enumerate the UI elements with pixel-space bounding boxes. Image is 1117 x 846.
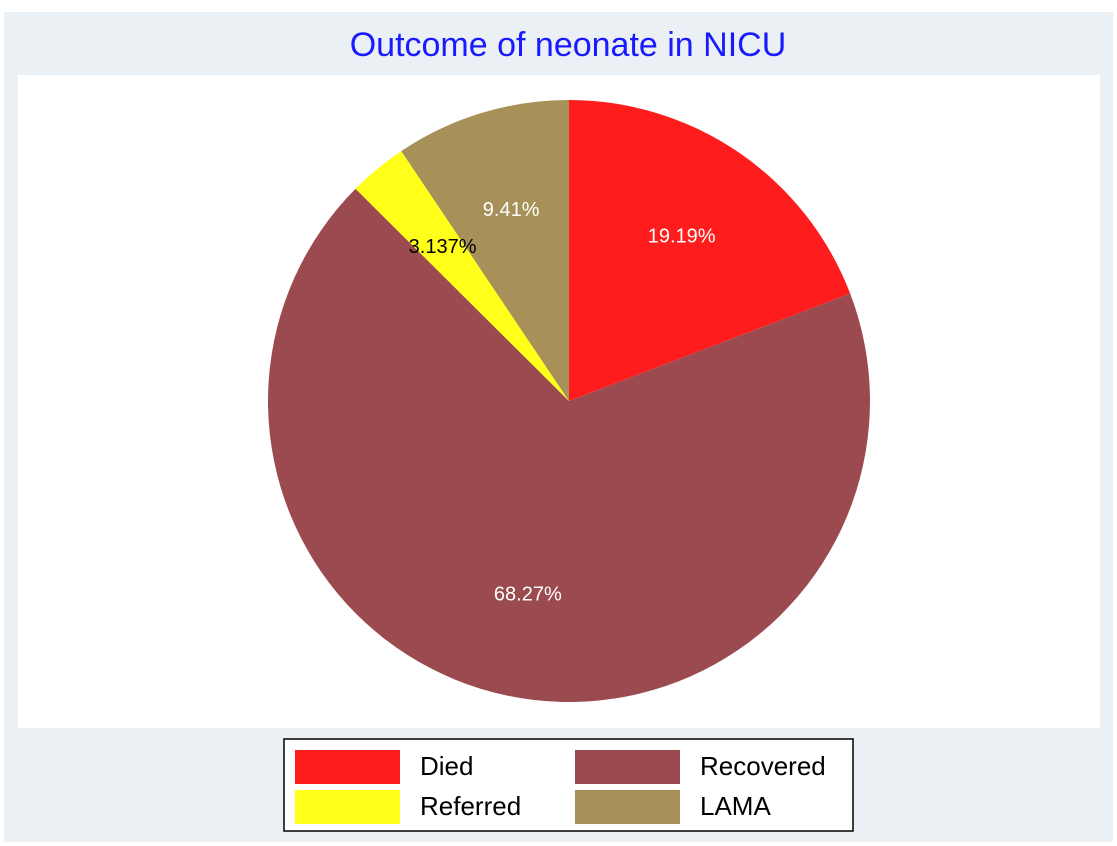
- legend-label: LAMA: [700, 791, 771, 821]
- pie-slice: [355, 151, 569, 401]
- chart-title: Outcome of neonate in NICU: [350, 26, 787, 64]
- pie-slice: [569, 100, 851, 401]
- legend-label: Died: [420, 751, 473, 781]
- slice-label: 9.41%: [483, 199, 540, 221]
- slice-label: 3.137%: [409, 236, 477, 258]
- legend-label: Referred: [420, 791, 521, 821]
- legend-swatch: [575, 790, 680, 824]
- legend-swatch: [295, 750, 400, 784]
- legend-swatch: [295, 790, 400, 824]
- slice-label: 68.27%: [494, 584, 562, 606]
- legend-label: Recovered: [700, 751, 826, 781]
- pie-slice: [267, 188, 870, 702]
- slice-label: 19.19%: [648, 226, 716, 248]
- pie-slice: [401, 100, 569, 401]
- legend-swatch: [575, 750, 680, 784]
